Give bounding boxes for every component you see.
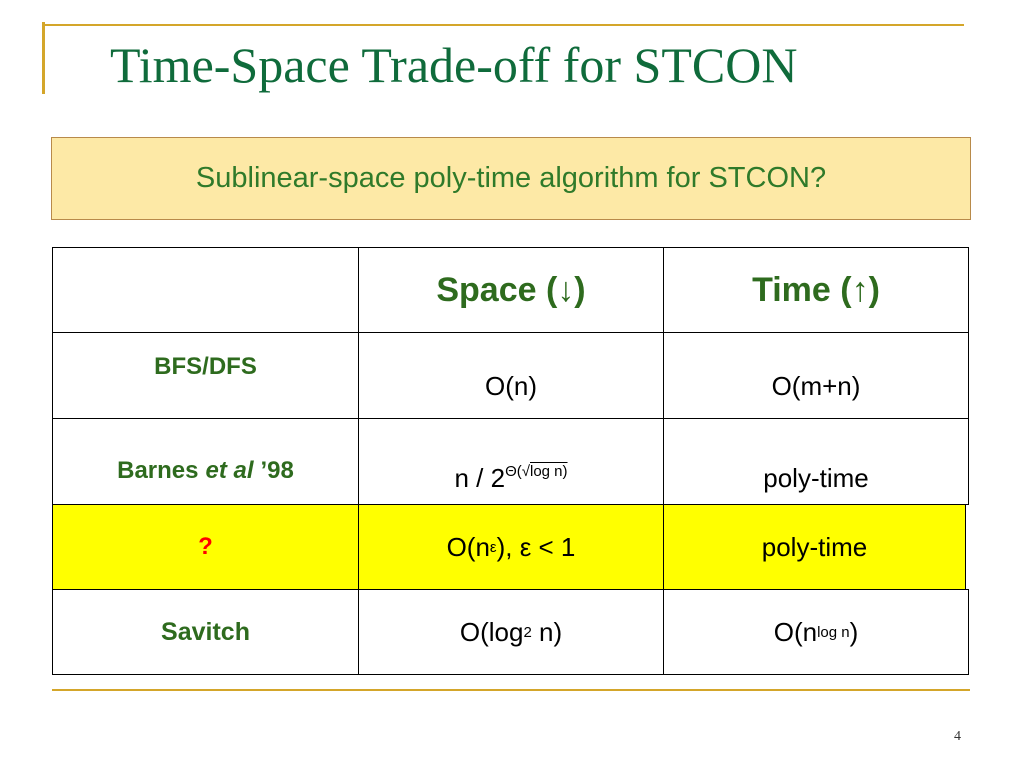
table-cell: O(n) [358, 332, 664, 419]
cell-text: O(m+n) [771, 371, 861, 401]
cell-text: poly-time [761, 531, 868, 562]
row-label: Savitch [161, 617, 250, 646]
cell-text: O(n) [485, 371, 537, 401]
gold-rule-v [42, 22, 45, 94]
table-header: Space (↓) [358, 247, 664, 333]
banner-text: Sublinear-space poly-time algorithm for … [195, 162, 827, 194]
table-cell: ? [52, 504, 359, 590]
table-cell: n / 2 Θ(√ log n) [358, 418, 664, 505]
table-cell: O(log 2 n) [358, 589, 664, 675]
cell-text: n / 2 [454, 463, 506, 493]
cell-text: n) [531, 616, 563, 647]
cell-text: ), ε < 1 [496, 531, 576, 562]
cell-sup: Θ(√ [505, 463, 530, 480]
header-text: Space (↓) [436, 270, 586, 309]
row-label: Barnes [117, 457, 199, 484]
row-label: BFS/DFS [154, 353, 257, 380]
table-cell: BFS/DFS [52, 332, 359, 419]
header-text: Time (↑) [752, 270, 880, 309]
table-cell: Barnes et al ’98 [52, 418, 359, 505]
cell-text: ) [849, 616, 859, 647]
cell-text: O(log [459, 616, 524, 647]
highlight-row [52, 504, 966, 589]
table-cell [52, 247, 359, 333]
table-cell: Savitch [52, 589, 359, 675]
cell-sup: 2 [523, 623, 532, 641]
cell-text: poly-time [763, 463, 869, 493]
table-cell: O(n log n) [663, 589, 969, 675]
cell-sup: log n) [529, 463, 568, 480]
row-label: ? [198, 533, 213, 560]
page-number: 4 [954, 729, 961, 744]
table-cell: poly-time [663, 418, 969, 505]
title: Time-Space Trade-off for STCON [110, 37, 798, 93]
table-cell: O(n ε), ε < 1 [358, 504, 664, 590]
gold-rule-bottom [52, 689, 970, 691]
table-header: Time (↑) [663, 247, 969, 333]
table-cell: poly-time [663, 504, 966, 590]
cell-text: O(n [773, 616, 818, 647]
cell-sup: ε [489, 538, 497, 556]
row-label-italic: et al [205, 457, 254, 484]
cell-text: O(n [446, 531, 490, 562]
row-label: ’98 [260, 457, 294, 484]
cell-sup: log n [817, 623, 850, 641]
gold-rule-top [42, 24, 964, 26]
table-cell: O(m+n) [663, 332, 969, 419]
banner-box: Sublinear-space poly-time algorithm for … [51, 137, 971, 220]
